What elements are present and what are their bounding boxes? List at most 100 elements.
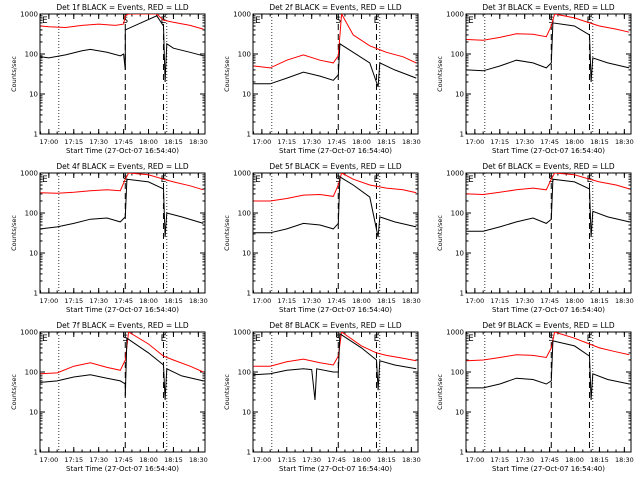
y-tick-label: 1	[460, 290, 464, 298]
corner-e-label: E	[255, 175, 261, 185]
y-tick-label: 10	[29, 91, 38, 99]
marker-label-e: E	[587, 334, 593, 344]
panel-1: Det 1f BLACK = Events, RED = LLD 1 10 100 10…	[10, 3, 208, 155]
marker-label-e: E	[161, 334, 167, 344]
x-tick-label: 17:00	[465, 138, 484, 146]
corner-e-label: E	[255, 334, 261, 344]
series-events-line	[40, 337, 204, 401]
x-tick-label: 17:00	[252, 456, 271, 464]
x-tick-label: 18:15	[377, 297, 396, 305]
x-tick-label: 18:30	[189, 138, 208, 146]
corner-e-label: E	[42, 334, 48, 344]
x-tick-label: 18:30	[402, 138, 421, 146]
y-tick-label: 100	[238, 210, 251, 218]
y-axis-label: Counts/sec	[223, 56, 231, 92]
x-axis-label: Start Time (27-Oct-07 16:54:40)	[66, 465, 179, 473]
x-tick-label: 17:45	[327, 297, 346, 305]
x-tick-label: 17:15	[490, 297, 509, 305]
y-axis-label: Counts/sec	[223, 374, 231, 410]
x-tick-label: 17:45	[114, 456, 133, 464]
x-tick-label: 17:00	[252, 297, 271, 305]
x-tick-label: 17:30	[302, 138, 321, 146]
y-tick-label: 10	[242, 91, 251, 99]
panel-title: Det 5f BLACK = Events, RED = LLD	[269, 162, 402, 171]
y-tick-label: 1000	[233, 11, 251, 19]
x-tick-label: 18:15	[377, 138, 396, 146]
panel-4: Det 4f BLACK = Events, RED = LLD 1 10 100 10…	[10, 162, 208, 314]
marker-label-e: E	[374, 334, 380, 344]
x-tick-label: 18:00	[352, 456, 371, 464]
y-tick-label: 1	[460, 131, 464, 139]
x-tick-label: 17:15	[64, 456, 83, 464]
x-tick-label: 17:30	[302, 456, 321, 464]
x-tick-label: 18:30	[615, 138, 634, 146]
panel-title: Det 3f BLACK = Events, RED = LLD	[482, 3, 615, 12]
x-tick-label: 17:00	[39, 456, 58, 464]
y-tick-label: 100	[25, 210, 38, 218]
x-tick-label: 18:15	[590, 297, 609, 305]
x-tick-label: 17:30	[515, 297, 534, 305]
marker-label-e: E	[587, 175, 593, 185]
series-events-line	[253, 42, 417, 88]
panel-title: Det 8f BLACK = Events, RED = LLD	[269, 321, 402, 330]
x-tick-label: 18:15	[164, 456, 183, 464]
x-tick-label: 18:30	[402, 456, 421, 464]
panel-title: Det 9f BLACK = Events, RED = LLD	[482, 321, 615, 330]
series-events-line	[253, 332, 417, 401]
y-tick-label: 1	[34, 449, 38, 457]
x-axis-label: Start Time (27-Oct-07 16:54:40)	[66, 147, 179, 155]
y-tick-label: 100	[238, 369, 251, 377]
y-tick-label: 10	[455, 250, 464, 258]
y-axis-label: Counts/sec	[10, 374, 18, 410]
corner-e-label: E	[468, 175, 474, 185]
y-tick-label: 1000	[20, 11, 38, 19]
y-tick-label: 1000	[233, 170, 251, 178]
x-tick-label: 18:00	[139, 138, 158, 146]
y-tick-label: 1	[460, 449, 464, 457]
x-tick-label: 18:30	[402, 297, 421, 305]
x-tick-label: 18:00	[565, 297, 584, 305]
y-tick-label: 1000	[20, 170, 38, 178]
series-lld-line	[253, 14, 417, 69]
marker-label-s: S	[122, 334, 128, 344]
x-tick-label: 18:00	[565, 456, 584, 464]
x-axis-label: Start Time (27-Oct-07 16:54:40)	[279, 306, 392, 314]
x-tick-label: 17:15	[490, 456, 509, 464]
y-tick-label: 1	[247, 131, 251, 139]
panel-title: Det 2f BLACK = Events, RED = LLD	[269, 3, 402, 12]
x-tick-label: 17:15	[277, 456, 296, 464]
marker-label-s: S	[122, 16, 128, 26]
y-tick-label: 10	[455, 91, 464, 99]
corner-e-label: E	[468, 16, 474, 26]
panel-7: Det 7f BLACK = Events, RED = LLD 1 10 100 10…	[10, 321, 208, 473]
panel-title: Det 7f BLACK = Events, RED = LLD	[56, 321, 189, 330]
panel-title: Det 6f BLACK = Events, RED = LLD	[482, 162, 615, 171]
marker-label-e: E	[587, 16, 593, 26]
x-tick-label: 18:00	[139, 456, 158, 464]
x-tick-label: 18:30	[189, 456, 208, 464]
x-tick-label: 17:30	[89, 138, 108, 146]
x-tick-label: 18:30	[615, 456, 634, 464]
series-lld-line	[466, 332, 630, 362]
marker-label-e: E	[161, 175, 167, 185]
series-events-line	[466, 340, 630, 401]
y-axis-label: Counts/sec	[436, 215, 444, 251]
y-tick-label: 10	[455, 409, 464, 417]
x-tick-label: 18:15	[590, 456, 609, 464]
marker-label-s: S	[335, 16, 341, 26]
panel-9: Det 9f BLACK = Events, RED = LLD 1 10 100 10…	[436, 321, 634, 473]
x-tick-label: 18:15	[377, 456, 396, 464]
y-tick-label: 1	[34, 131, 38, 139]
plot-frame	[252, 172, 419, 294]
plot-frame	[39, 331, 206, 453]
x-tick-label: 17:45	[540, 297, 559, 305]
marker-label-e: E	[161, 16, 167, 26]
y-tick-label: 100	[451, 210, 464, 218]
corner-e-label: E	[468, 334, 474, 344]
y-tick-label: 1000	[446, 170, 464, 178]
plot-frame	[465, 331, 632, 453]
series-lld-line	[466, 14, 630, 41]
y-tick-label: 1000	[233, 329, 251, 337]
plot-frame	[465, 172, 632, 294]
plot-frame	[39, 13, 206, 135]
